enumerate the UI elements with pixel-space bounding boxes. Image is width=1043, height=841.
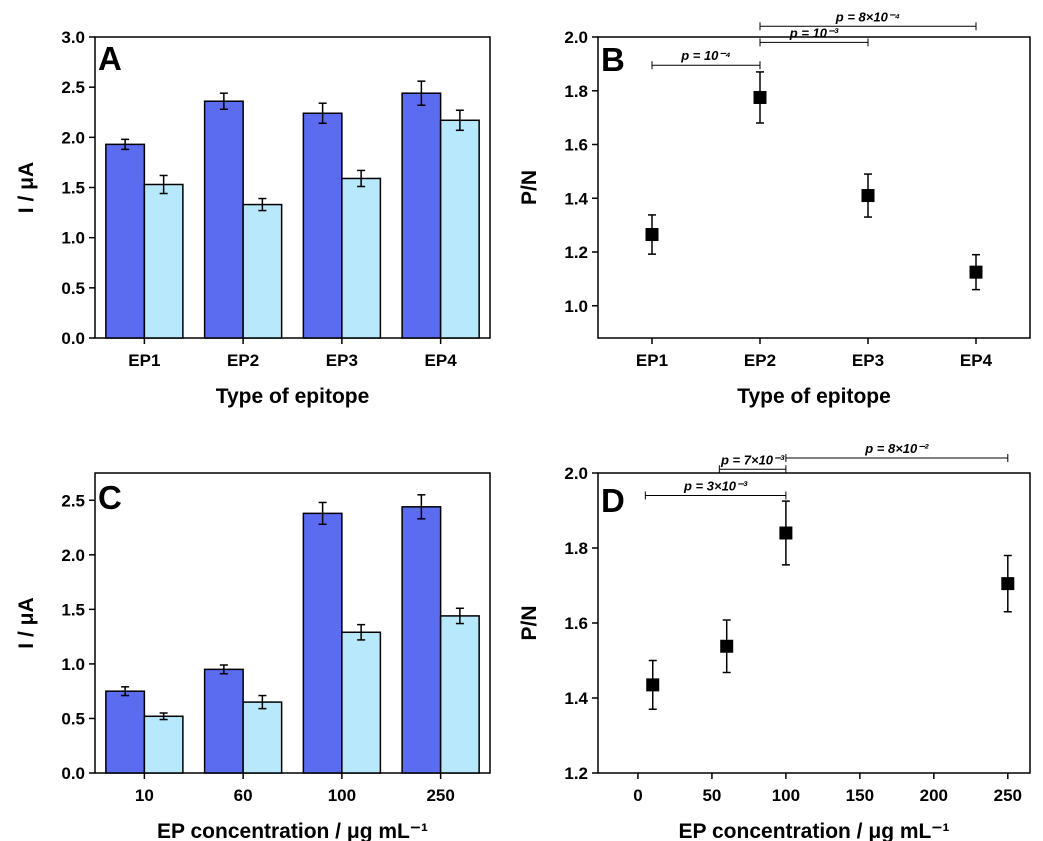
data-point bbox=[753, 90, 767, 104]
y-tick-label: 1.8 bbox=[564, 82, 588, 101]
y-tick-label: 1.2 bbox=[564, 764, 588, 783]
p-value-label: p = 7×10⁻³ bbox=[720, 452, 785, 467]
x-tick-label: EP2 bbox=[227, 351, 259, 370]
y-axis-label: I / μA bbox=[15, 162, 38, 213]
plot-frame bbox=[597, 472, 1031, 774]
bar-series-1 bbox=[105, 690, 146, 774]
bar-series-2 bbox=[242, 203, 283, 339]
y-tick-label: 2.5 bbox=[61, 491, 85, 510]
y-tick-label: 1.5 bbox=[61, 600, 85, 619]
x-tick-label: EP3 bbox=[326, 351, 358, 370]
y-tick-label: 2.0 bbox=[61, 546, 85, 565]
x-tick-label: EP4 bbox=[960, 351, 993, 370]
bar-series-1 bbox=[401, 92, 442, 339]
x-tick-label: EP1 bbox=[128, 351, 160, 370]
x-tick-label: 0 bbox=[633, 786, 642, 805]
panel-b: 1.0 1.2 1.4 1.6 1.8 2.0 EP1 EP2 EP3 EP4 p = 10⁻⁴ p … bbox=[518, 9, 1031, 408]
x-tick-label: 10 bbox=[135, 786, 154, 805]
y-axis-label: P/N bbox=[518, 605, 541, 640]
p-value-label: p = 10⁻⁴ bbox=[680, 48, 731, 63]
x-axis-label: EP concentration / μg mL⁻¹ bbox=[679, 820, 950, 841]
y-tick-label: 1.8 bbox=[564, 539, 588, 558]
y-axis-label: I / μA bbox=[15, 597, 38, 648]
x-tick-label: EP1 bbox=[636, 351, 668, 370]
x-axis-label: Type of epitope bbox=[737, 385, 891, 408]
y-tick-label: 0.5 bbox=[61, 279, 85, 298]
panel-a: 0.0 0.5 1.0 1.5 2.0 2.5 3.0 EP1 EP2 EP3 EP4 I / μA T… bbox=[15, 28, 491, 408]
p-value-label: p = 8×10⁻² bbox=[864, 441, 929, 456]
bar-series-2 bbox=[439, 119, 480, 339]
y-tick-label: 0.0 bbox=[61, 764, 85, 783]
data-point bbox=[646, 678, 660, 692]
bar-series-2 bbox=[143, 715, 184, 774]
panel-c: 0.0 0.5 1.0 1.5 2.0 2.5 10 60 100 250 I / μA EP con… bbox=[15, 472, 491, 841]
x-axis-label: EP concentration / μg mL⁻¹ bbox=[157, 820, 428, 841]
panel-label: C bbox=[98, 479, 122, 516]
p-value-label: p = 10⁻³ bbox=[789, 25, 839, 40]
y-tick-label: 2.0 bbox=[564, 464, 588, 483]
y-tick-label: 1.2 bbox=[564, 243, 588, 262]
bar-series-2 bbox=[242, 701, 283, 774]
y-tick-label: 0.5 bbox=[61, 709, 85, 728]
x-tick-label: 250 bbox=[426, 786, 454, 805]
x-tick-label: 150 bbox=[846, 786, 874, 805]
p-value-label: p = 3×10⁻³ bbox=[683, 479, 748, 494]
panel-d: 1.2 1.4 1.6 1.8 2.0 0 50 100 150 200 250 p = 3×10⁻³… bbox=[518, 441, 1031, 841]
bar-series-1 bbox=[203, 668, 244, 774]
x-tick-label: EP3 bbox=[852, 351, 884, 370]
bar-series-1 bbox=[105, 143, 146, 339]
panel-label: A bbox=[98, 40, 122, 77]
data-point bbox=[861, 189, 875, 203]
x-tick-label: EP4 bbox=[425, 351, 458, 370]
y-tick-label: 1.4 bbox=[564, 189, 588, 208]
p-value-label: p = 8×10⁻⁴ bbox=[835, 9, 900, 24]
y-tick-label: 1.6 bbox=[564, 136, 588, 155]
x-tick-label: 50 bbox=[702, 786, 721, 805]
bar-series-1 bbox=[302, 112, 343, 339]
x-tick-label: 100 bbox=[328, 786, 356, 805]
bar-series-2 bbox=[439, 615, 480, 774]
x-tick-label: 100 bbox=[772, 786, 800, 805]
panel-label: D bbox=[601, 482, 625, 519]
x-axis-label: Type of epitope bbox=[216, 385, 370, 408]
y-tick-label: 1.0 bbox=[61, 655, 85, 674]
y-tick-label: 1.4 bbox=[564, 689, 588, 708]
y-axis-label: P/N bbox=[518, 170, 541, 205]
data-point bbox=[720, 639, 734, 653]
y-tick-label: 1.6 bbox=[564, 614, 588, 633]
bar-series-2 bbox=[341, 177, 382, 339]
panel-label: B bbox=[601, 41, 625, 78]
y-tick-label: 2.5 bbox=[61, 78, 85, 97]
plot-frame bbox=[94, 472, 491, 774]
x-tick-label: EP2 bbox=[744, 351, 776, 370]
plot-frame bbox=[597, 36, 1031, 339]
y-tick-label: 1.5 bbox=[61, 179, 85, 198]
data-point bbox=[779, 526, 793, 540]
data-point bbox=[969, 265, 983, 279]
bar-series-2 bbox=[143, 183, 184, 339]
y-tick-label: 0.0 bbox=[61, 329, 85, 348]
y-tick-label: 2.0 bbox=[564, 28, 588, 47]
bar-series-1 bbox=[203, 100, 244, 339]
data-point bbox=[645, 228, 659, 242]
x-tick-label: 60 bbox=[234, 786, 253, 805]
data-point bbox=[1001, 577, 1015, 591]
x-tick-label: 250 bbox=[994, 786, 1022, 805]
y-tick-label: 1.0 bbox=[564, 297, 588, 316]
y-tick-label: 2.0 bbox=[61, 128, 85, 147]
bar-series-1 bbox=[401, 506, 442, 774]
bar-series-2 bbox=[341, 631, 382, 774]
x-tick-label: 200 bbox=[920, 786, 948, 805]
y-tick-label: 3.0 bbox=[61, 28, 85, 47]
y-tick-label: 1.0 bbox=[61, 229, 85, 248]
bar-series-1 bbox=[302, 512, 343, 774]
